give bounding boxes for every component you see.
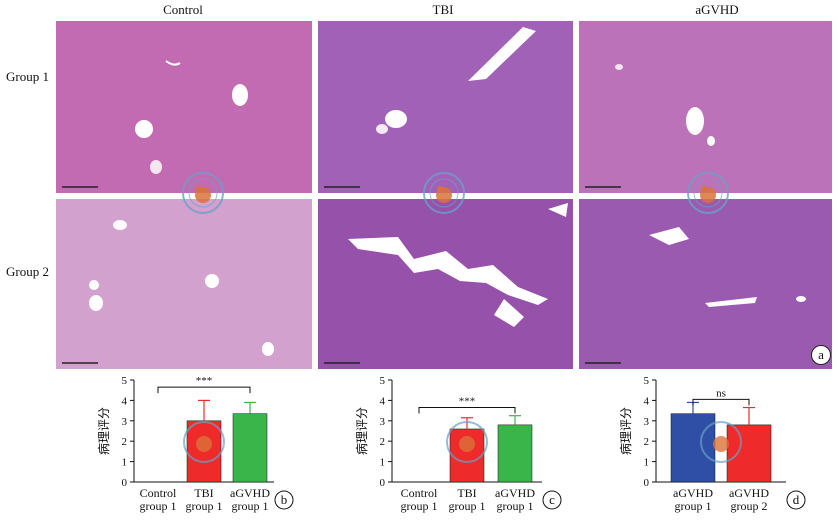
histology-agvhd-group-2 <box>579 199 832 369</box>
panel-label-circle <box>274 490 294 510</box>
y-tick-label: 2 <box>380 436 386 448</box>
y-tick-label: 1 <box>644 457 650 469</box>
histology-image <box>56 199 312 369</box>
seal-watermark-icon <box>713 436 729 452</box>
chart-d: 0 1 2 3 4 5 病理评分 aGVHD group 1 aGVHD group 2 ns d <box>612 372 812 526</box>
seal-watermark-icon <box>183 421 225 463</box>
histology-image <box>56 21 312 193</box>
bar <box>497 424 533 483</box>
category-label: group 1 <box>449 499 486 513</box>
category-label: group 1 <box>401 499 438 513</box>
histology-image <box>318 21 573 193</box>
significance-label: ns <box>716 387 726 399</box>
seal-watermark-icon <box>182 172 224 214</box>
seal-watermark-icon <box>423 172 465 214</box>
category-label: Control <box>401 486 438 500</box>
panel-label-a: a <box>811 345 831 365</box>
category-label: group 1 <box>232 499 269 513</box>
category-label: TBI <box>194 486 213 500</box>
y-tick-label: 4 <box>644 395 650 407</box>
row-label-group-1: Group 1 <box>6 69 49 84</box>
category-label: aGVHD <box>729 486 769 500</box>
histology-control-group-2 <box>56 199 312 369</box>
histology-image <box>318 199 573 369</box>
y-tick-label: 1 <box>380 457 386 469</box>
seal-watermark-icon <box>700 421 742 463</box>
y-axis-label: 病理评分 <box>96 407 111 455</box>
seal-watermark-icon <box>196 436 212 452</box>
y-tick-label: 5 <box>644 375 650 387</box>
seal-watermark-icon <box>687 172 729 214</box>
column-title-control: Control <box>163 2 203 17</box>
chart-b: 0 1 2 3 4 5 病理评分 Control group 1 TBI group 1 aGVHD g… <box>90 372 294 526</box>
category-label: group 2 <box>731 499 768 513</box>
y-tick-label: 0 <box>644 477 650 489</box>
panel-label-c: c <box>549 492 555 507</box>
panel-label-circle <box>542 490 562 510</box>
histology-tbi-group-1 <box>318 21 573 193</box>
category-label: group 1 <box>186 499 223 513</box>
significance-bracket <box>157 386 251 394</box>
category-label: aGVHD <box>495 486 535 500</box>
row-label-group-2: Group 2 <box>6 264 49 279</box>
y-tick-label: 5 <box>380 375 386 387</box>
y-tick-label: 0 <box>380 477 386 489</box>
y-axis-label: 病理评分 <box>354 407 369 455</box>
category-label: aGVHD <box>673 486 713 500</box>
column-title-agvhd: aGVHD <box>695 2 739 17</box>
y-axis-label: 病理评分 <box>618 407 633 455</box>
bar <box>232 413 268 483</box>
significance-label: *** <box>459 396 476 408</box>
histology-agvhd-group-1 <box>579 21 832 193</box>
histology-image <box>579 21 832 193</box>
y-tick-label: 0 <box>122 477 128 489</box>
significance-label: *** <box>196 375 213 387</box>
histology-image <box>579 199 832 369</box>
y-tick-label: 5 <box>122 375 128 387</box>
column-title-tbi: TBI <box>432 2 454 17</box>
histology-control-group-1 <box>56 21 312 193</box>
seal-watermark-icon <box>446 421 488 463</box>
category-label: TBI <box>457 486 476 500</box>
seal-watermark-icon <box>459 436 475 452</box>
histology-tbi-group-2 <box>318 199 573 369</box>
panel-label-d: d <box>793 492 800 507</box>
bar <box>670 413 716 483</box>
category-label: aGVHD <box>230 486 270 500</box>
panel-label-b: b <box>281 492 288 507</box>
y-tick-label: 3 <box>122 416 128 428</box>
bar <box>726 424 772 483</box>
panel-label-circle <box>786 490 806 510</box>
y-tick-label: 4 <box>380 395 386 407</box>
significance-bracket <box>418 407 516 414</box>
y-tick-label: 2 <box>122 436 128 448</box>
significance-bracket <box>692 398 750 406</box>
y-tick-label: 1 <box>122 457 128 469</box>
category-label: group 1 <box>675 499 712 513</box>
category-label: group 1 <box>497 499 534 513</box>
y-tick-label: 4 <box>122 395 128 407</box>
category-label: Control <box>140 486 177 500</box>
category-label: group 1 <box>140 499 177 513</box>
y-tick-label: 3 <box>644 416 650 428</box>
y-tick-label: 2 <box>644 436 650 448</box>
chart-c: 0 1 2 3 4 5 病理评分 Control group 1 TBI group 1 aGVHD g… <box>348 372 562 526</box>
y-tick-label: 3 <box>380 416 386 428</box>
